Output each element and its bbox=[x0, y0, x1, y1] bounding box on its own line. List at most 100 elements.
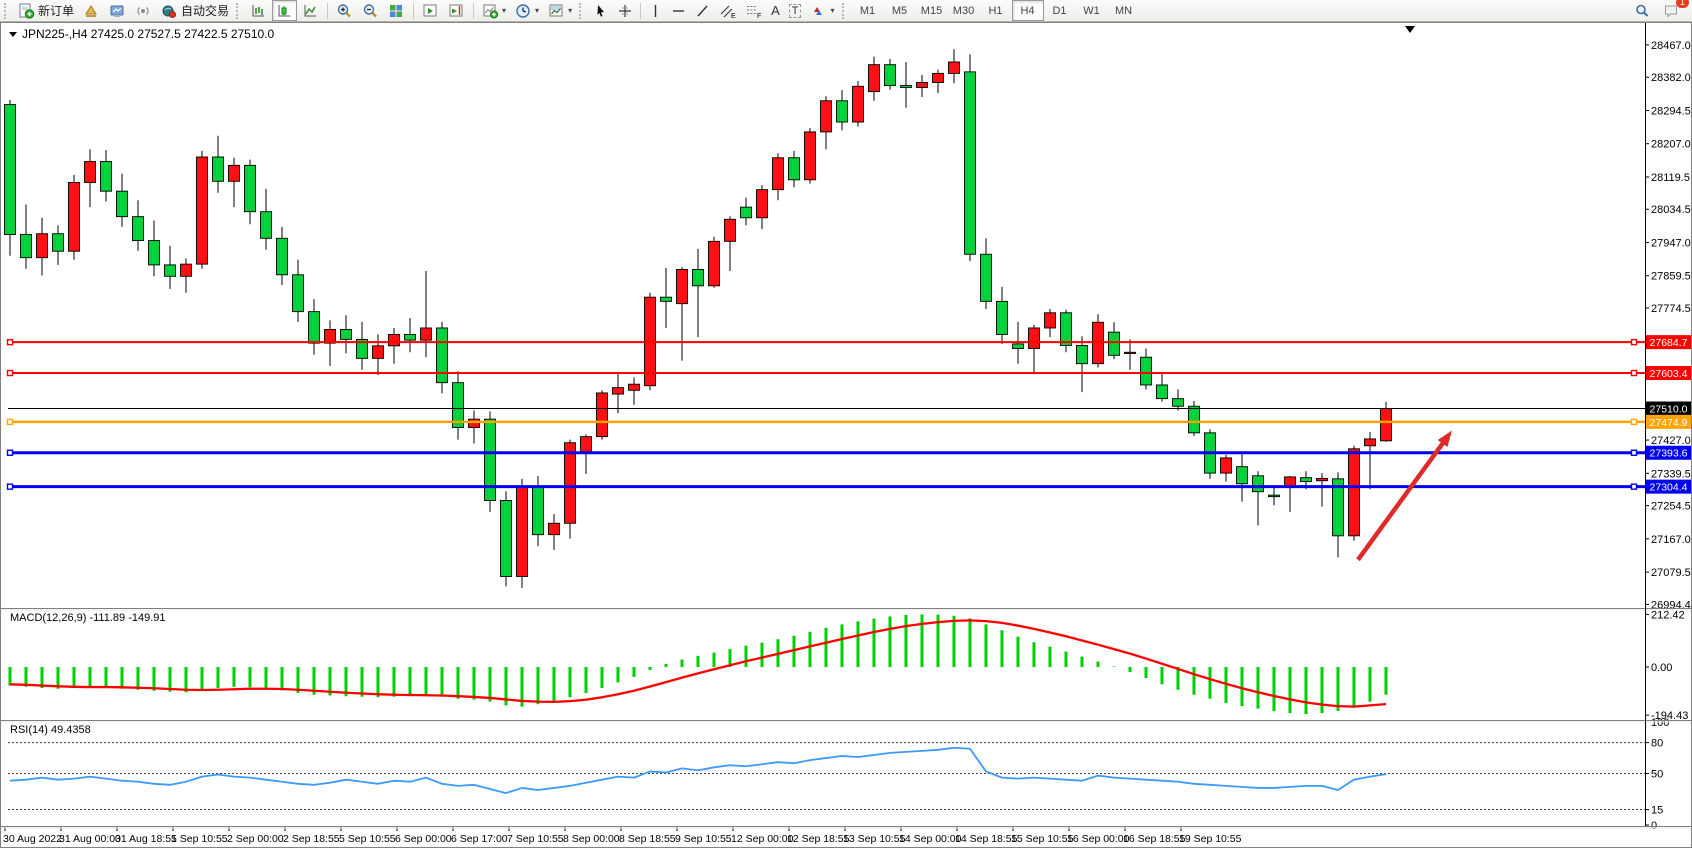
price-axis[interactable]: 28467.0 28382.0 28294.5 28207.0 28119.5 28034… bbox=[1645, 40, 1691, 612]
timeframe-button-MN[interactable]: MN bbox=[1114, 4, 1133, 17]
symbol-ohlc-text: JPN225-,H4 27425.0 27527.5 27422.5 27510… bbox=[22, 27, 275, 41]
candle-up bbox=[708, 240, 720, 287]
new-order-label: 新订单 bbox=[38, 4, 75, 18]
notifications-button[interactable]: 1 bbox=[1659, 0, 1689, 21]
price-tick-label: 28467.0 bbox=[1651, 40, 1691, 52]
timeframe-button-M1[interactable]: M1 bbox=[859, 4, 876, 17]
candle-down bbox=[692, 269, 704, 287]
arrows-tool-icon bbox=[814, 6, 823, 15]
candle-down bbox=[884, 64, 896, 87]
candle-up bbox=[324, 329, 336, 344]
candle-up bbox=[1316, 477, 1328, 482]
toolbar-grip[interactable] bbox=[579, 2, 586, 19]
timeframe-button-M15[interactable]: M15 bbox=[920, 4, 943, 17]
time-tick-label: 12 Sep 18:55 bbox=[787, 833, 850, 845]
text-button[interactable]: A bbox=[767, 0, 784, 21]
candle-up bbox=[516, 487, 528, 577]
time-tick-label: 8 Sep 00:00 bbox=[563, 833, 620, 845]
time-tick-label: 1 Sep 10:55 bbox=[171, 833, 228, 845]
chart-window[interactable]: 28467.0 28382.0 28294.5 28207.0 28119.5 28034… bbox=[0, 22, 1692, 848]
fibonacci-button[interactable]: F bbox=[741, 0, 766, 21]
time-tick-label: 14 Sep 00:00 bbox=[899, 833, 962, 845]
timeframe-button-M30[interactable]: M30 bbox=[952, 4, 975, 17]
timeframe-button-H1[interactable]: H1 bbox=[988, 4, 1003, 17]
fibo-letter: F bbox=[757, 13, 761, 19]
macd-tick-label: 0.00 bbox=[1651, 662, 1672, 674]
vertical-line-icon bbox=[654, 4, 657, 17]
time-tick-label: 8 Sep 18:55 bbox=[619, 833, 676, 845]
candle-down bbox=[276, 237, 288, 276]
auto-scroll-button[interactable] bbox=[418, 0, 443, 21]
chart-shift-button[interactable] bbox=[444, 0, 469, 21]
timeframe-button-D1[interactable]: D1 bbox=[1052, 4, 1067, 17]
periods-button[interactable]: ▾ bbox=[511, 0, 543, 21]
zoom-in-button[interactable] bbox=[332, 0, 357, 21]
bar-chart-button[interactable] bbox=[246, 0, 271, 21]
candle-up bbox=[180, 263, 192, 277]
candle-down bbox=[260, 211, 272, 239]
chart-canvas[interactable]: 28467.0 28382.0 28294.5 28207.0 28119.5 28034… bbox=[0, 22, 1692, 848]
templates-button[interactable]: ▾ bbox=[544, 0, 576, 21]
line-handle bbox=[6, 418, 14, 426]
price-tick-label: 28034.5 bbox=[1651, 204, 1691, 216]
timeframe-button-M5[interactable]: M5 bbox=[891, 4, 908, 17]
indicators-button[interactable]: ▾ bbox=[478, 0, 510, 21]
auto-trading-icon bbox=[162, 5, 177, 18]
horizontal-line-icon bbox=[673, 9, 685, 12]
line-chart-button[interactable] bbox=[298, 0, 323, 21]
candle-down bbox=[788, 157, 800, 181]
toolbar-grip[interactable] bbox=[236, 2, 243, 19]
cursor-icon bbox=[597, 4, 605, 17]
candle-up bbox=[804, 131, 816, 181]
toolbar-grip[interactable] bbox=[4, 2, 11, 19]
chart-shift-marker[interactable] bbox=[1405, 26, 1415, 33]
candle-up bbox=[1380, 408, 1392, 442]
trendline-icon bbox=[697, 5, 708, 16]
candle-down bbox=[900, 85, 912, 88]
candle-down bbox=[356, 338, 368, 359]
candle-up bbox=[772, 157, 784, 191]
crosshair-button[interactable] bbox=[613, 0, 636, 21]
horizontal-line-button[interactable] bbox=[667, 0, 690, 21]
time-tick-label: 9 Sep 10:55 bbox=[675, 833, 732, 845]
candle-up bbox=[548, 522, 560, 536]
candle-down bbox=[1060, 312, 1072, 346]
zoom-out-button[interactable] bbox=[358, 0, 383, 21]
candle-down bbox=[660, 296, 672, 302]
vertical-line-button[interactable] bbox=[645, 0, 666, 21]
price-line-badge bbox=[1646, 445, 1691, 460]
cursor-button[interactable] bbox=[589, 0, 612, 21]
equidistant-channel-button[interactable]: E bbox=[715, 0, 740, 21]
timeframe-button-H4[interactable]: H4 bbox=[1011, 0, 1044, 21]
candle-up bbox=[756, 189, 768, 219]
tile-windows-button[interactable] bbox=[384, 0, 409, 21]
candle-down bbox=[1268, 494, 1280, 498]
price-line-badge bbox=[1646, 366, 1691, 381]
profiles-button[interactable] bbox=[105, 0, 130, 21]
text-label-button[interactable]: T bbox=[785, 0, 806, 21]
one-click-dropdown-icon[interactable] bbox=[9, 31, 17, 37]
auto-trading-button[interactable]: 自动交易 bbox=[157, 0, 233, 21]
time-tick-label: 15 Sep 10:55 bbox=[1011, 833, 1074, 845]
candle-down bbox=[20, 234, 32, 259]
candle-down bbox=[836, 100, 848, 123]
arrows-button[interactable]: ▾ bbox=[806, 0, 838, 21]
line-handle bbox=[1630, 483, 1638, 490]
price-line-badge-label: 27684.7 bbox=[1650, 337, 1688, 349]
fibonacci-icon: F bbox=[747, 5, 761, 19]
trendline-button[interactable] bbox=[691, 0, 714, 21]
signals-button[interactable] bbox=[131, 0, 156, 21]
timeframe-button-W1[interactable]: W1 bbox=[1083, 4, 1100, 17]
toolbar-grip[interactable] bbox=[841, 2, 849, 19]
search-button[interactable] bbox=[1630, 0, 1655, 21]
candle-up bbox=[564, 442, 576, 524]
clock-icon bbox=[516, 3, 530, 18]
candle-up bbox=[612, 387, 624, 395]
new-chart-button[interactable] bbox=[79, 0, 104, 21]
signal-icon bbox=[137, 6, 149, 15]
candlestick-chart-button[interactable] bbox=[272, 0, 298, 21]
new-order-button[interactable]: 新订单 bbox=[14, 0, 78, 21]
price-line-badge-label: 27603.4 bbox=[1650, 368, 1688, 380]
